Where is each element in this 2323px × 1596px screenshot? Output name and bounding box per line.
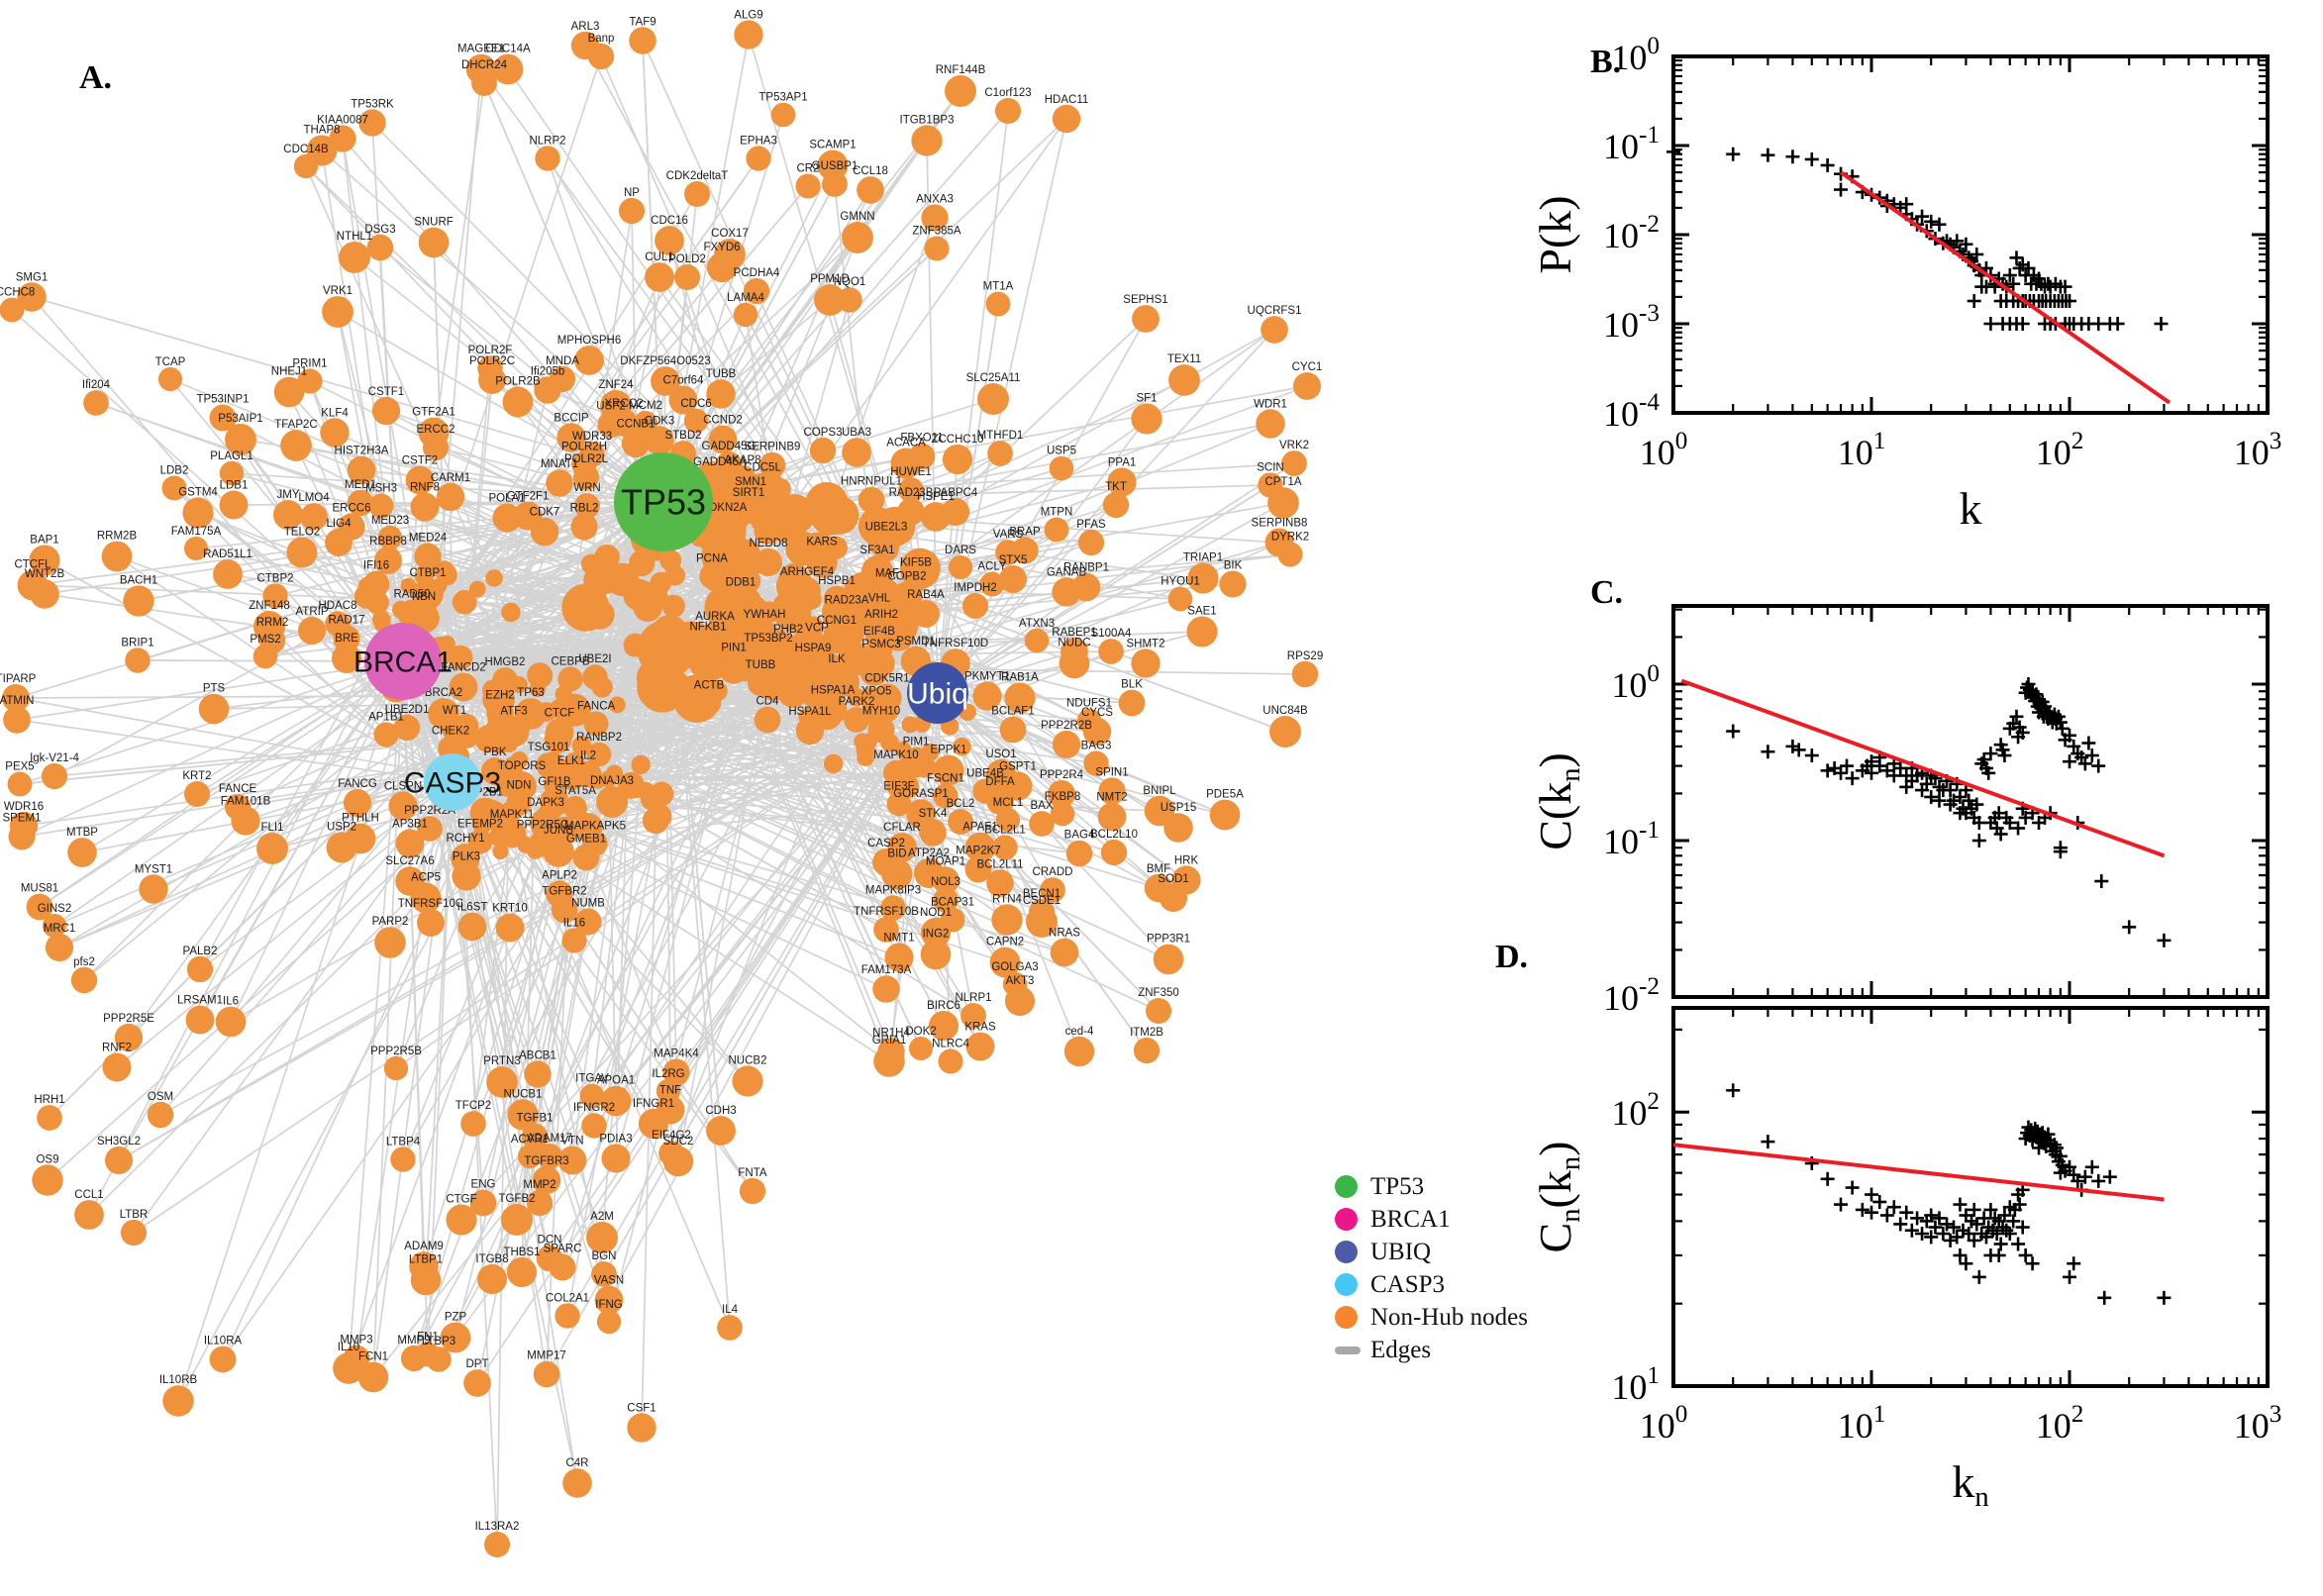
legend-item-ubiq: UBIQ: [1335, 1236, 1528, 1268]
svg-text:P(k): P(k): [1530, 195, 1580, 273]
panel-d-points: [1726, 1083, 2172, 1305]
svg-text:10-4: 10-4: [1603, 389, 1660, 434]
hub-node-tp53: [614, 452, 713, 551]
legend-label: Non-Hub nodes: [1370, 1303, 1529, 1331]
svg-text:100: 100: [1611, 660, 1660, 705]
network-nonhub-nodes: [0, 20, 1321, 1558]
svg-text:10-1: 10-1: [1603, 122, 1660, 166]
svg-text:102: 102: [2036, 428, 2084, 472]
svg-text:102: 102: [1611, 1088, 1660, 1133]
legend-label: BRCA1: [1370, 1205, 1451, 1233]
legend-edge-swatch: [1335, 1346, 1361, 1354]
panel-b-fit-line: [1839, 170, 2172, 405]
legend-label: TP53: [1370, 1172, 1425, 1200]
svg-text:10-3: 10-3: [1603, 300, 1660, 345]
svg-text:101: 101: [1611, 1362, 1660, 1407]
svg-text:100: 100: [1640, 428, 1688, 472]
panel-c: 100 10-1 10-2 C(kn): [1530, 604, 2270, 1018]
legend-item-tp53: TP53: [1335, 1170, 1528, 1203]
legend-label: Edges: [1370, 1336, 1432, 1363]
svg-text:10-2: 10-2: [1603, 973, 1660, 1018]
panel-label-a: A.: [79, 59, 113, 96]
hub-node-casp3: [424, 753, 481, 811]
legend-dot-swatch: [1335, 1175, 1358, 1198]
panel-label-b: B.: [1590, 44, 1622, 80]
hub-label-tp53: TP53: [621, 482, 706, 523]
legend-label: CASP3: [1370, 1270, 1446, 1298]
legend-item-non-hub-nodes: Non-Hub nodes: [1335, 1301, 1528, 1334]
svg-text:C(kn): C(kn): [1530, 752, 1586, 850]
panel-c-fit-line: [1680, 678, 2166, 858]
hub-label-brca1: BRCA1: [354, 647, 453, 679]
legend-dot-swatch: [1335, 1273, 1358, 1296]
hub-node-ubiq: [907, 662, 968, 724]
network-plot: THAP8CDC14BTP53RKKIAA0087VRK1NTHL1TCAPIf…: [0, 9, 1323, 1558]
svg-text:101: 101: [1838, 1401, 1886, 1446]
svg-text:100: 100: [1640, 1401, 1688, 1446]
network-node-labels: THAP8CDC14BTP53RKKIAA0087VRK1NTHL1TCAPIf…: [0, 9, 1323, 1533]
svg-text:10-1: 10-1: [1603, 817, 1660, 861]
legend-dot-swatch: [1335, 1306, 1358, 1329]
legend-item-brca1: BRCA1: [1335, 1203, 1528, 1236]
network-hub-nodes: TP53 BRCA1 CASP3 Ubiq: [354, 452, 968, 811]
hub-node-brca1: [364, 623, 442, 700]
panel-b-points: [1666, 145, 2169, 331]
legend-item-casp3: CASP3: [1335, 1268, 1528, 1301]
legend-item-edges: Edges: [1335, 1334, 1528, 1366]
svg-text:Cn(kn): Cn(kn): [1530, 1142, 1586, 1253]
svg-text:102: 102: [2036, 1401, 2084, 1446]
legend-dot-swatch: [1335, 1241, 1358, 1263]
svg-text:103: 103: [2234, 1401, 2282, 1446]
panel-label-d: D.: [1495, 939, 1529, 975]
svg-text:kn: kn: [1952, 1456, 1988, 1513]
hub-label-ubiq: Ubiq: [907, 678, 968, 711]
svg-text:10-2: 10-2: [1603, 211, 1660, 255]
svg-text:k: k: [1960, 483, 1982, 534]
network-legend: TP53 BRCA1 UBIQ CASP3 Non-Hub nodes Edges: [1335, 1170, 1528, 1366]
panel-d-fit-line: [1672, 1143, 2165, 1202]
svg-text:101: 101: [1838, 428, 1886, 472]
panel-c-points: [1726, 676, 2172, 948]
hub-label-casp3: CASP3: [404, 767, 501, 800]
legend-label: UBIQ: [1370, 1238, 1432, 1265]
legend-dot-swatch: [1335, 1208, 1358, 1231]
svg-text:103: 103: [2234, 428, 2282, 472]
panel-label-c: C.: [1590, 574, 1624, 611]
